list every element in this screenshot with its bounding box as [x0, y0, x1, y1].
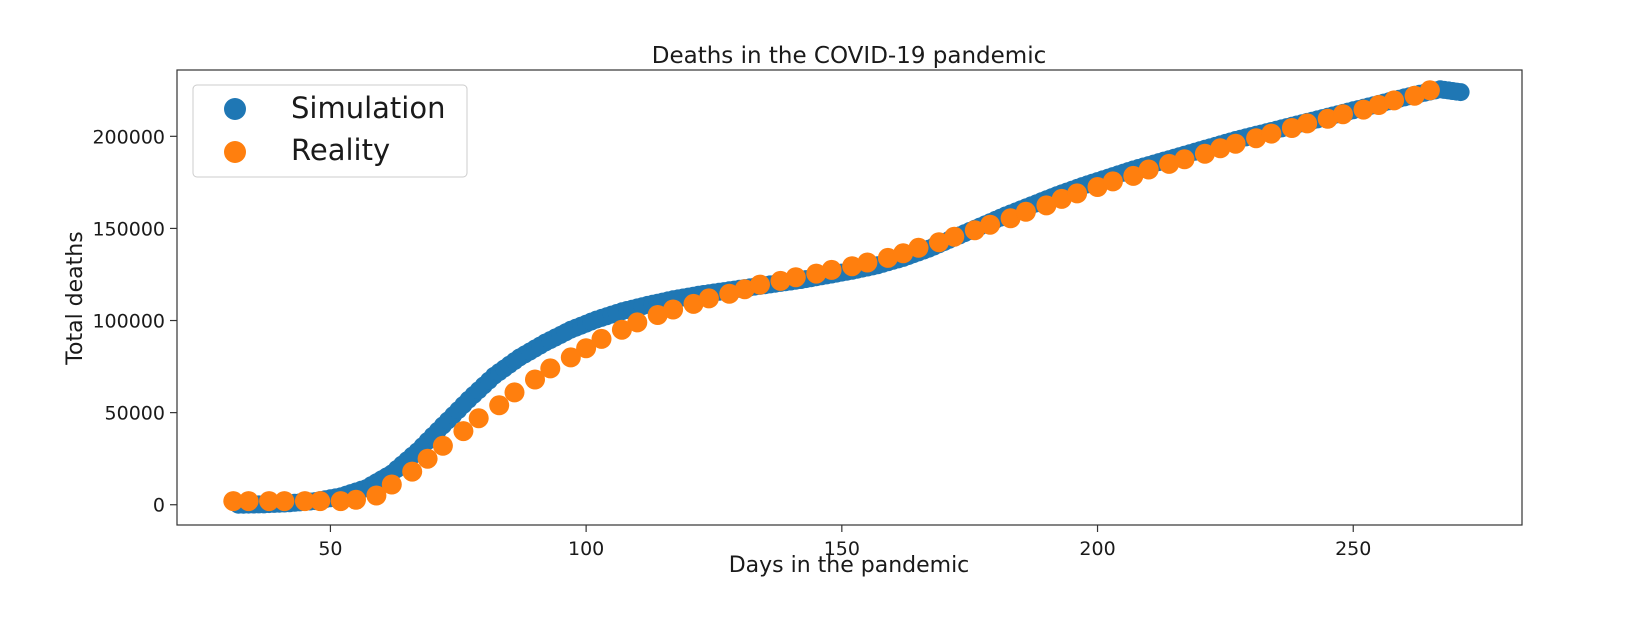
reality-point — [1281, 118, 1302, 138]
y-tick-label: 0 — [153, 495, 165, 517]
legend: Simulation Reality — [192, 84, 468, 178]
plot-frame — [176, 69, 1523, 526]
reality-point — [468, 408, 489, 429]
reality-point — [1419, 80, 1440, 101]
reality-point — [698, 288, 719, 309]
reality-point — [611, 319, 632, 340]
reality-point — [1123, 165, 1144, 186]
reality-point — [857, 252, 878, 273]
chart-title: Deaths in the COVID-19 pandemic — [652, 43, 1047, 69]
reality-point — [929, 232, 949, 253]
reality-point — [346, 489, 366, 510]
x-tick-label: 150 — [824, 538, 860, 560]
reality-point — [504, 382, 525, 403]
reality-point — [1225, 133, 1246, 154]
reality-point — [1317, 108, 1338, 129]
reality-point — [223, 491, 244, 512]
reality-point — [1159, 153, 1180, 174]
reality-point — [1000, 208, 1021, 229]
legend-label-simulation: Simulation — [291, 91, 445, 125]
reality-point — [1210, 138, 1231, 159]
reality-point — [647, 305, 668, 325]
reality-point — [432, 435, 453, 456]
y-tick-label: 200000 — [92, 126, 165, 148]
y-tick-label: 150000 — [92, 218, 165, 240]
reality-point — [1067, 183, 1088, 204]
reality-point — [785, 267, 806, 288]
reality-point — [1246, 128, 1267, 149]
reality-point — [1087, 177, 1108, 197]
reality-point — [719, 283, 740, 304]
legend-box — [192, 84, 468, 178]
legend-marker-reality — [224, 141, 246, 163]
reality-point — [1333, 104, 1353, 125]
x-tick-label: 100 — [568, 538, 604, 560]
y-tick-label: 50000 — [105, 403, 165, 425]
reality-point — [1138, 159, 1159, 180]
reality-point — [821, 259, 842, 280]
reality-point — [1368, 95, 1389, 115]
reality-point — [1194, 143, 1215, 164]
reality-point — [1015, 201, 1036, 222]
reality-point — [770, 270, 791, 291]
reality-point — [525, 369, 545, 390]
y-tick-label: 100000 — [92, 311, 165, 333]
reality-point — [453, 421, 474, 442]
reality-point — [663, 299, 684, 320]
reality-point — [1174, 149, 1195, 170]
reality-point — [366, 485, 387, 506]
x-tick-label: 50 — [318, 538, 342, 560]
x-tick-label: 200 — [1079, 538, 1115, 560]
reality-point — [489, 395, 510, 416]
reality-point — [877, 247, 898, 268]
reality-point — [417, 448, 438, 469]
x-axis: 50 100 150 200 250 — [318, 525, 1371, 560]
reality-point — [1384, 90, 1405, 111]
simulation-point — [1447, 82, 1466, 101]
reality-point — [627, 312, 648, 333]
reality-point — [381, 474, 402, 495]
reality-point — [238, 491, 259, 512]
reality-point — [310, 491, 331, 512]
reality-point — [1297, 113, 1318, 134]
x-tick-label: 250 — [1335, 538, 1371, 560]
reality-point — [734, 279, 755, 300]
reality-point — [576, 338, 597, 359]
reality-point — [1051, 188, 1072, 209]
reality-point — [294, 491, 315, 512]
reality-point — [980, 214, 1001, 235]
reality-point — [330, 491, 351, 512]
reality-point — [591, 328, 612, 349]
reality-point — [402, 461, 423, 482]
reality-point — [908, 237, 929, 258]
reality-point — [274, 491, 295, 512]
reality-point — [1102, 171, 1123, 192]
y-axis-label: Total deaths — [63, 231, 88, 365]
reality-point — [750, 274, 770, 295]
reality-point — [1036, 195, 1057, 216]
reality-point — [806, 263, 827, 284]
reality-point — [944, 226, 965, 247]
reality-point — [1261, 123, 1282, 144]
reality-point — [964, 220, 985, 241]
reality-point — [893, 243, 914, 264]
reality-point — [683, 293, 704, 314]
reality-points — [223, 80, 1440, 512]
x-axis-label: Days in the pandemic — [729, 553, 970, 578]
legend-marker-simulation — [224, 98, 246, 120]
reality-point — [259, 491, 280, 512]
reality-point — [842, 256, 863, 277]
reality-point — [1353, 99, 1374, 120]
legend-label-reality: Reality — [291, 133, 390, 167]
y-axis: 0 50000 100000 150000 200000 — [92, 126, 177, 517]
reality-point — [560, 347, 581, 368]
reality-point — [540, 358, 561, 379]
reality-point — [1404, 85, 1425, 106]
